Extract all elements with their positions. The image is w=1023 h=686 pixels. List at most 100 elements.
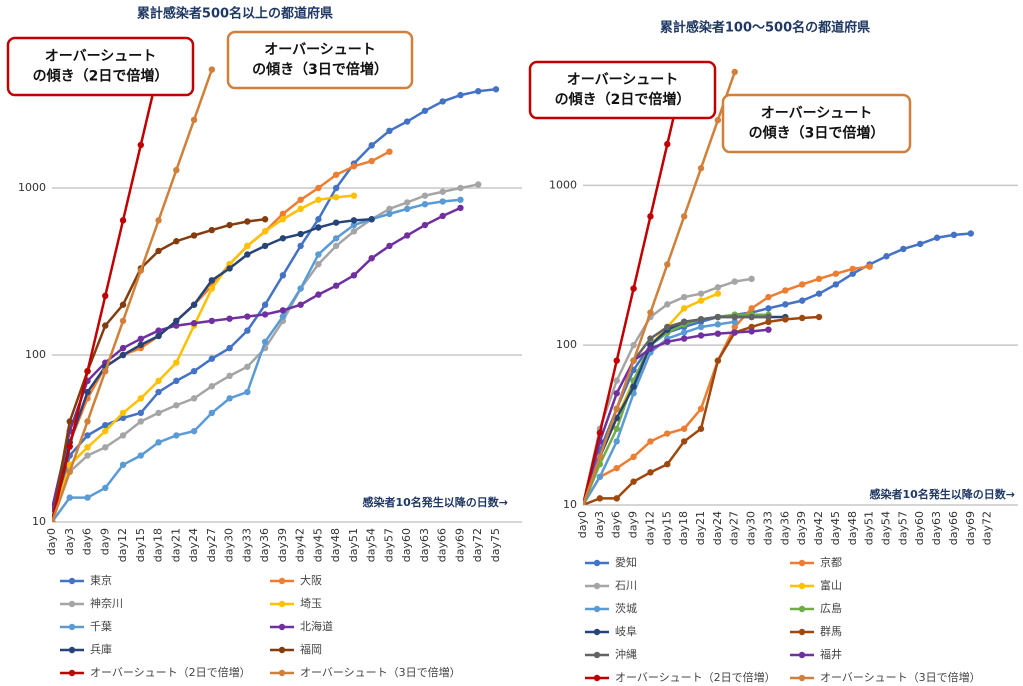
annotation-box bbox=[721, 93, 912, 154]
x-tick-label: day39 bbox=[276, 528, 289, 562]
data-point bbox=[102, 322, 109, 329]
chart-title: 累計感染者100～500名の都道府県 bbox=[660, 20, 870, 36]
data-point bbox=[457, 184, 464, 192]
data-point bbox=[782, 301, 789, 308]
data-point bbox=[119, 432, 127, 439]
data-point bbox=[664, 301, 671, 308]
data-point bbox=[832, 270, 840, 277]
data-point bbox=[66, 418, 73, 425]
x-tick-label: day54 bbox=[365, 528, 378, 562]
data-point bbox=[297, 242, 304, 250]
data-point bbox=[439, 212, 446, 220]
data-point bbox=[815, 313, 823, 321]
data-point bbox=[332, 282, 340, 289]
data-point bbox=[261, 242, 269, 250]
data-point bbox=[297, 285, 304, 292]
data-point bbox=[261, 301, 269, 308]
data-point bbox=[748, 275, 755, 283]
data-point bbox=[315, 291, 322, 298]
x-tick-label: day33 bbox=[761, 511, 774, 545]
data-point bbox=[173, 432, 180, 439]
data-point bbox=[190, 367, 198, 375]
data-point bbox=[102, 484, 109, 492]
data-point bbox=[261, 338, 269, 345]
data-point bbox=[697, 297, 705, 304]
x-axis-label: 感染者10名発生以降の日数→ bbox=[869, 487, 1015, 501]
data-point bbox=[244, 327, 251, 334]
data-point bbox=[798, 297, 806, 304]
data-point bbox=[173, 166, 180, 174]
data-point bbox=[137, 395, 144, 402]
data-point bbox=[596, 473, 604, 481]
legend-marker bbox=[798, 651, 806, 659]
data-point bbox=[244, 313, 251, 320]
data-point bbox=[596, 453, 604, 461]
data-point bbox=[208, 409, 216, 417]
y-tick-label: 10 bbox=[32, 515, 46, 528]
data-point bbox=[190, 116, 198, 124]
x-tick-label: day36 bbox=[258, 528, 271, 562]
data-point bbox=[664, 323, 671, 331]
x-tick-label: day66 bbox=[947, 511, 960, 545]
legend-marker bbox=[593, 559, 601, 567]
data-point bbox=[630, 357, 637, 364]
data-point bbox=[155, 327, 162, 334]
x-tick-label: day27 bbox=[728, 511, 741, 545]
data-point bbox=[697, 332, 705, 339]
x-tick-label: day57 bbox=[896, 511, 909, 545]
data-point bbox=[697, 323, 705, 331]
data-point bbox=[782, 316, 789, 323]
data-point bbox=[457, 196, 464, 203]
data-point bbox=[748, 328, 755, 335]
x-tick-label: day27 bbox=[205, 528, 218, 562]
data-point bbox=[84, 432, 91, 439]
data-point bbox=[815, 290, 823, 297]
data-point bbox=[630, 285, 637, 292]
data-point bbox=[404, 232, 411, 239]
x-tick-label: day72 bbox=[981, 511, 994, 545]
data-point bbox=[137, 341, 144, 349]
data-point bbox=[815, 275, 823, 283]
data-point bbox=[680, 293, 688, 301]
data-point bbox=[697, 425, 705, 432]
x-tick-label: day6 bbox=[81, 528, 94, 555]
legend-marker bbox=[798, 628, 806, 636]
data-point bbox=[137, 335, 144, 343]
data-point bbox=[748, 313, 755, 321]
annotation-box bbox=[528, 60, 717, 120]
annotation-text: オーバーシュート bbox=[761, 106, 873, 122]
legend-label: 福岡 bbox=[300, 642, 322, 656]
legend-marker bbox=[278, 646, 286, 654]
data-point bbox=[155, 377, 162, 385]
data-point bbox=[315, 184, 322, 192]
data-point bbox=[155, 247, 162, 255]
data-point bbox=[332, 242, 340, 250]
series-line bbox=[52, 206, 461, 510]
data-point bbox=[226, 395, 233, 402]
data-point bbox=[731, 318, 738, 326]
data-point bbox=[119, 409, 127, 417]
x-tick-label: day42 bbox=[812, 511, 825, 545]
data-point bbox=[492, 86, 500, 93]
legend-label: オーバーシュート（2日で倍増） bbox=[615, 670, 776, 684]
y-tick-label: 1000 bbox=[549, 178, 577, 191]
data-point bbox=[208, 383, 216, 390]
data-point bbox=[613, 495, 620, 502]
data-point bbox=[297, 301, 304, 308]
legend-label: 北海道 bbox=[300, 619, 333, 633]
legend-label: 福井 bbox=[820, 647, 842, 661]
data-point bbox=[386, 148, 393, 155]
data-point bbox=[680, 438, 688, 445]
data-point bbox=[613, 377, 620, 384]
data-point bbox=[226, 372, 233, 380]
data-point bbox=[332, 184, 340, 192]
data-point bbox=[208, 226, 216, 234]
legend-marker bbox=[68, 577, 76, 585]
legend-marker bbox=[593, 582, 601, 590]
x-tick-label: day72 bbox=[471, 528, 484, 562]
x-tick-label: day12 bbox=[116, 528, 129, 562]
data-point bbox=[279, 216, 287, 223]
data-point bbox=[647, 309, 654, 316]
data-point bbox=[190, 320, 198, 327]
data-point bbox=[849, 265, 856, 273]
